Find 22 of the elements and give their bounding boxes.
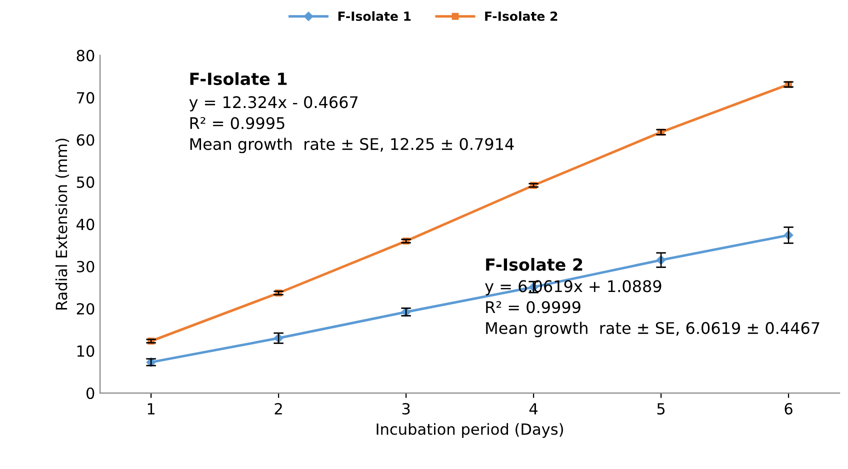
x-tick-label: 4	[529, 403, 538, 414]
annotation: F-Isolate 1	[190, 72, 287, 86]
y-tick-label: 80	[76, 50, 94, 62]
y-tick-label: 40	[76, 218, 94, 230]
y-tick-label: 0	[86, 387, 94, 400]
y-tick-label: 70	[77, 92, 94, 104]
y-tick-label: 50	[76, 176, 94, 188]
x-tick-label: 5	[657, 403, 665, 415]
y-tick-label: 60	[76, 134, 94, 146]
annotation: y = 12.324x - 0.4667 R² = 0.9995 Mean growth rate ± SE, 12.25 ± 0.7914	[189, 96, 514, 154]
y-axis-title: Radial Extension (mm)	[55, 138, 70, 310]
x-tick-label: 3	[402, 403, 410, 415]
legend-label: F-Isolate 2	[485, 11, 558, 21]
x-axis-title: Incubation period (Days)	[376, 423, 563, 438]
x-tick-label: 1	[148, 403, 155, 414]
x-tick-label: 2	[274, 403, 282, 414]
annotation: F-Isolate 2	[486, 258, 582, 271]
x-tick-label: 6	[784, 403, 792, 415]
y-tick-label: 30	[76, 260, 94, 272]
y-tick-label: 20	[76, 303, 94, 315]
y-tick-label: 10	[77, 345, 94, 357]
legend-label: F-Isolate 1	[338, 11, 411, 21]
